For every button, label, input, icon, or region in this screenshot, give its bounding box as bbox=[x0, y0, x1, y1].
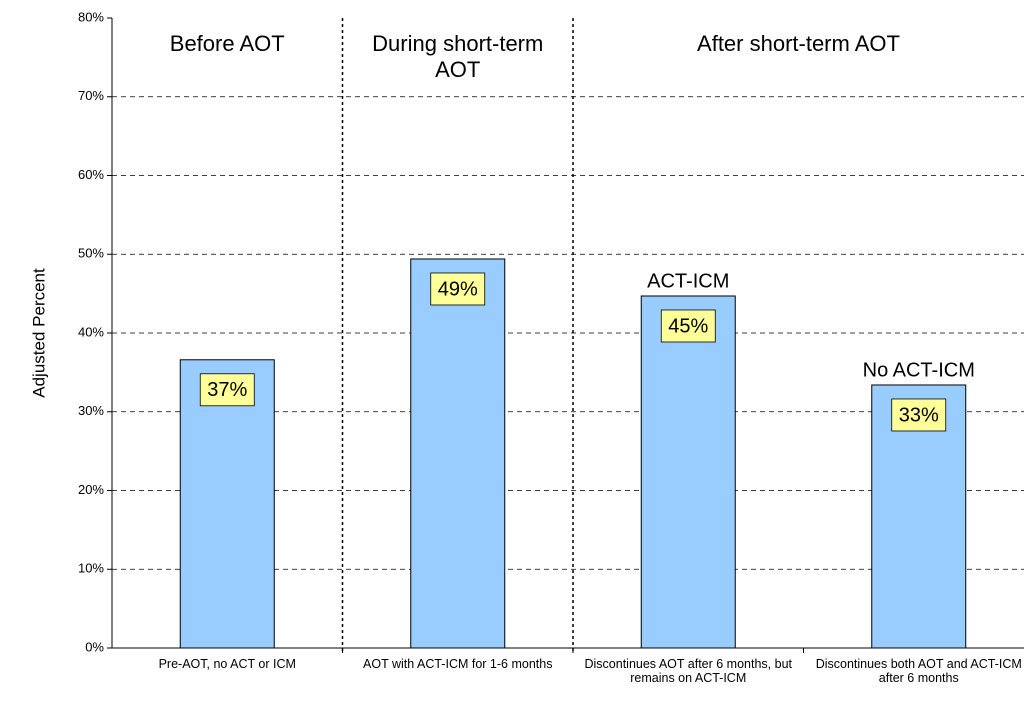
annotation: ACT-ICM bbox=[647, 270, 729, 292]
value-label: 33% bbox=[899, 404, 939, 426]
y-tick-label: 70% bbox=[78, 88, 104, 103]
section-label: Before AOT bbox=[169, 31, 285, 56]
y-tick-label: 0% bbox=[85, 639, 104, 654]
bar bbox=[179, 359, 275, 649]
y-axis-label: Adjusted Percent bbox=[29, 268, 48, 398]
annotation: No ACT-ICM bbox=[863, 359, 975, 381]
y-tick-label: 10% bbox=[78, 561, 104, 576]
value-label-box bbox=[199, 373, 255, 407]
section-label: During short-term AOT bbox=[372, 31, 544, 83]
bar bbox=[410, 258, 506, 649]
value-label: 45% bbox=[668, 315, 708, 337]
y-tick-label: 20% bbox=[78, 482, 104, 497]
value-label: 49% bbox=[438, 278, 478, 300]
x-tick-label: AOT with ACT-ICM for 1-6 months bbox=[363, 657, 553, 671]
x-tick-label: Discontinues both AOT and ACT-ICM after … bbox=[815, 657, 1022, 686]
y-tick-label: 50% bbox=[78, 246, 104, 261]
value-label: 37% bbox=[207, 379, 247, 401]
y-tick-label: 40% bbox=[78, 324, 104, 339]
value-label-box bbox=[660, 309, 716, 343]
y-tick-label: 60% bbox=[78, 167, 104, 182]
value-label-box bbox=[891, 398, 947, 432]
x-tick-label: Pre-AOT, no ACT or ICM bbox=[158, 657, 296, 671]
bar bbox=[640, 295, 736, 649]
y-tick-label: 30% bbox=[78, 403, 104, 418]
value-label-box bbox=[430, 272, 486, 306]
x-tick-label: Discontinues AOT after 6 months, but rem… bbox=[584, 657, 792, 686]
section-label: After short-term AOT bbox=[697, 31, 900, 56]
y-tick-label: 80% bbox=[78, 9, 104, 24]
